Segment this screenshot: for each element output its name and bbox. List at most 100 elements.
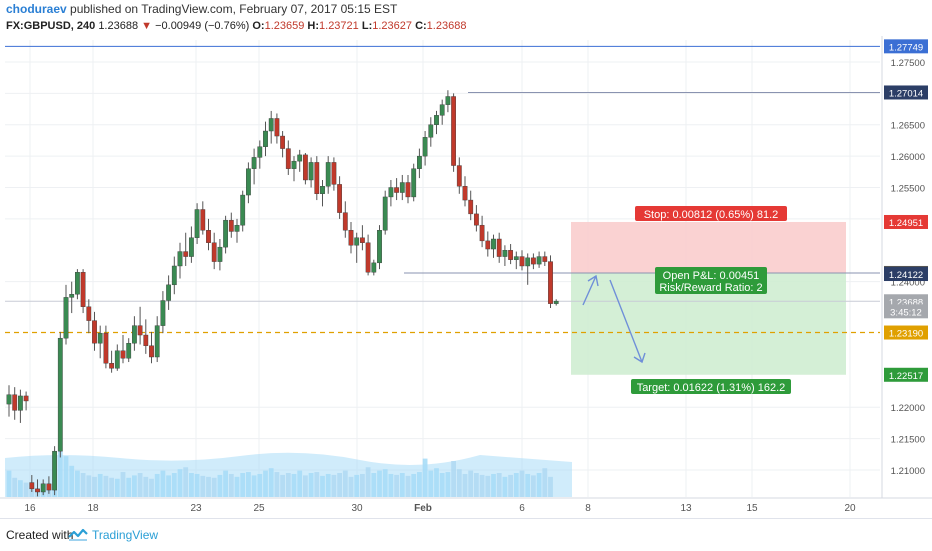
candle-body: [285, 148, 291, 169]
candle-body: [177, 251, 183, 267]
candle-body: [439, 104, 445, 116]
candle-body: [531, 257, 536, 265]
stop-label: Stop: 0.00812 (0.65%) 81.2: [635, 206, 787, 221]
candle-body: [399, 182, 405, 193]
candle-body: [360, 237, 365, 243]
price-badge-label: 1.22517: [889, 371, 923, 382]
price-tick-label: 1.21500: [891, 435, 925, 446]
price-chart[interactable]: Stop: 0.00812 (0.65%) 81.2 Open P&L: 0.00…: [0, 36, 932, 518]
target-label-text: Target: 0.01622 (1.31%) 162.2: [637, 382, 786, 394]
tradingview-logo-icon[interactable]: [68, 526, 88, 542]
candle-body: [52, 450, 58, 491]
axes[interactable]: 1.275001.270001.265001.260001.255001.250…: [0, 36, 932, 514]
candle-body: [314, 162, 320, 194]
high-value: 1.23721: [319, 20, 359, 32]
candle-body: [411, 168, 417, 198]
chart-area[interactable]: Stop: 0.00812 (0.65%) 81.2 Open P&L: 0.00…: [0, 36, 932, 518]
candle-body: [126, 343, 132, 359]
candle-body: [508, 250, 513, 260]
time-tick-label: 30: [351, 503, 363, 514]
candle-body: [12, 394, 18, 411]
price-badge-label: 1.24951: [889, 218, 923, 229]
target-label-bg: [631, 379, 791, 394]
candle-body: [63, 297, 69, 339]
publish-info: choduraev published on TradingView.com, …: [6, 2, 397, 16]
arrow-down-line: [609, 279, 643, 363]
candle-body: [428, 124, 434, 138]
candle-body: [257, 146, 263, 158]
chart-header: choduraev published on TradingView.com, …: [0, 0, 932, 36]
candle-body: [320, 186, 325, 194]
time-tick-label: Feb: [414, 503, 432, 514]
candle-body: [194, 209, 200, 238]
candle-body: [251, 157, 257, 169]
candle-body: [462, 186, 468, 201]
symbol-label[interactable]: FX:GBPUSD, 240: [6, 20, 96, 32]
tradingview-brand-link[interactable]: TradingView: [92, 528, 159, 542]
candle-body: [29, 482, 35, 490]
candle-body: [183, 251, 189, 257]
candle-body: [23, 395, 29, 402]
created-with-text: Created with: [6, 528, 74, 542]
candle-body: [502, 250, 508, 257]
candle-body: [149, 345, 154, 358]
candle-body: [422, 137, 428, 157]
candle-body: [57, 337, 63, 452]
candle-body: [137, 325, 143, 336]
candle-body: [274, 118, 280, 137]
candle-body: [46, 483, 52, 491]
candle-body: [331, 162, 337, 185]
open-value: 1.23659: [264, 20, 305, 32]
position-zones[interactable]: [571, 221, 846, 375]
candle-body: [308, 162, 314, 181]
candle-body: [291, 160, 297, 169]
price-change: −0.00949 (−0.76%): [155, 20, 250, 32]
candle-body: [240, 194, 246, 226]
candle-body: [280, 135, 285, 149]
candle-body: [228, 219, 234, 232]
candle-body: [69, 294, 75, 298]
candle-body: [513, 256, 519, 260]
arrow-up-head-icon: [587, 274, 599, 287]
stop-loss-zone: [571, 221, 846, 273]
price-badge: [884, 267, 928, 282]
candle-body: [92, 320, 97, 344]
candle-body: [388, 187, 394, 198]
candle-body: [519, 256, 525, 267]
price-badge-label: 1.27014: [889, 88, 923, 99]
candle-body: [114, 350, 120, 369]
price-badge-label: 1.27749: [889, 42, 923, 53]
candle-body: [491, 238, 496, 250]
stop-label-bg: [635, 206, 787, 221]
candle-body: [496, 238, 502, 257]
candle-body: [171, 265, 177, 286]
target-label: Target: 0.01622 (1.31%) 162.2: [631, 379, 791, 394]
candle-body: [417, 155, 422, 169]
candle-body: [206, 230, 211, 243]
price-tick-label: 1.26000: [891, 152, 925, 163]
candle-body: [382, 196, 388, 231]
author-name[interactable]: choduraev: [6, 2, 67, 16]
time-tick-label: 18: [87, 503, 99, 514]
candle-body: [211, 242, 217, 262]
candle-body: [342, 212, 348, 231]
candle-body: [245, 168, 251, 196]
candle-body: [143, 334, 149, 346]
price-tick-label: 1.22000: [891, 403, 925, 414]
candle-body: [103, 332, 109, 364]
price-tick-label: 1.24000: [891, 278, 925, 289]
candle-body: [188, 237, 194, 257]
candle-body: [542, 256, 548, 262]
position-labels[interactable]: Stop: 0.00812 (0.65%) 81.2 Open P&L: 0.00…: [582, 206, 791, 394]
pnl-label-text: Open P&L: 0.00451: [663, 270, 760, 282]
arrow-down-head-icon: [633, 352, 646, 364]
candle-body: [377, 230, 382, 264]
candle-body: [263, 130, 268, 147]
time-tick-label: 8: [585, 503, 591, 514]
price-tick-label: 1.26500: [891, 121, 925, 132]
candle-body: [456, 165, 462, 187]
candle-body: [166, 284, 171, 301]
candle-body: [6, 394, 12, 405]
price-tick-label: 1.27500: [891, 58, 925, 69]
